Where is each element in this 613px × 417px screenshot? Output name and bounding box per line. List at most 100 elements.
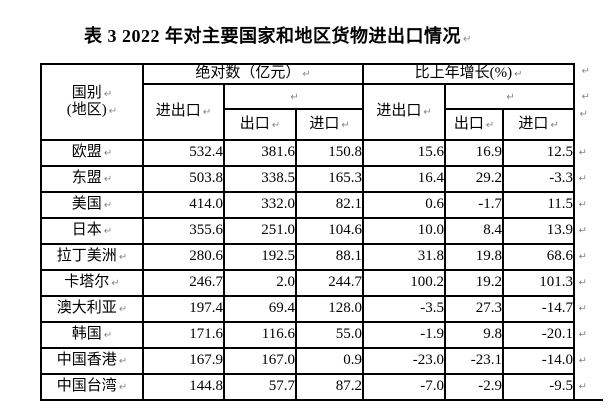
value: 10.0 xyxy=(417,222,445,239)
table-title-text: 表 3 2022 年对主要国家和地区货物进出口情况 xyxy=(84,26,461,46)
cell-abs-export: 332.0 xyxy=(223,191,297,219)
value: 87.2 xyxy=(335,378,363,395)
cell-growth-total: -23.0 xyxy=(362,347,447,375)
value: 31.8 xyxy=(417,248,445,265)
cell-abs-total: 144.8 xyxy=(142,373,225,401)
value: 355.6 xyxy=(189,222,223,239)
cell-abs-export: 338.5 xyxy=(223,165,297,193)
value: -2.9 xyxy=(478,378,503,395)
paragraph-mark-icon: ↵ xyxy=(550,119,559,131)
value: 197.4 xyxy=(189,300,223,317)
value: 57.7 xyxy=(268,378,295,395)
cell-abs-export: 167.0 xyxy=(223,347,297,375)
header-row-middle: 进出口 ↵ ↵ 进出口 ↵ ↵ ↵ xyxy=(41,83,590,141)
paragraph-mark-icon: ↵ xyxy=(341,119,350,131)
paragraph-mark-icon: ↵ xyxy=(506,91,515,103)
header-abs-export-cell: 出口 ↵ xyxy=(223,108,297,141)
country-label: 日本 xyxy=(71,222,102,239)
row-end-paragraph-mark-icon: ↵ xyxy=(581,90,591,102)
table-row: 欧盟 ↵ 532.4 381.6 150.8 15.6 16.9 12.5 ↵ xyxy=(40,139,587,167)
cell-abs-total: 414.0 xyxy=(142,191,225,219)
cell-abs-import: 244.7 xyxy=(294,269,365,297)
cell-abs-export: 251.0 xyxy=(223,217,297,245)
country-label: 东盟 xyxy=(71,170,102,187)
value: 2.0 xyxy=(276,274,295,291)
row-end-paragraph-mark-icon: ↵ xyxy=(578,147,588,159)
value: 338.5 xyxy=(261,170,295,187)
paragraph-mark-icon: ↵ xyxy=(202,107,212,119)
value: 165.3 xyxy=(328,170,363,187)
cell-abs-export: 381.6 xyxy=(223,139,297,167)
cell-growth-import: 12.5 ↵ xyxy=(502,139,587,167)
cell-abs-import: 104.6 xyxy=(294,217,365,245)
header-abs-import-label: 进口 xyxy=(309,115,340,132)
cell-growth-export: 8.4 xyxy=(444,217,505,245)
header-abs-total-cell: 进出口 ↵ xyxy=(142,83,225,141)
header-growth-total-cell: 进出口 ↵ xyxy=(362,83,447,141)
cell-growth-export: 29.2 xyxy=(444,165,505,193)
value: 332.0 xyxy=(261,196,295,213)
country-label: 拉丁美洲 xyxy=(56,248,117,265)
value: 27.3 xyxy=(475,300,503,317)
cell-growth-total: 100.2 xyxy=(362,269,447,297)
country-label: 韩国 xyxy=(71,326,102,343)
value: -9.5 xyxy=(549,378,574,395)
cell-growth-import: 11.5 ↵ xyxy=(502,191,587,219)
paragraph-mark-icon: ↵ xyxy=(103,174,113,186)
cell-growth-export: 19.2 xyxy=(444,269,505,297)
cell-growth-total: 31.8 xyxy=(362,243,447,271)
cell-growth-export: -2.9 xyxy=(444,373,505,401)
cell-abs-export: 116.6 xyxy=(223,321,297,349)
value: -3.5 xyxy=(420,300,445,317)
value: 68.6 xyxy=(546,248,574,265)
cell-abs-import: 87.2 xyxy=(294,373,365,401)
cell-country: 美国 ↵ xyxy=(40,191,144,219)
cell-growth-export: 27.3 xyxy=(444,295,505,323)
cell-country: 中国台湾 ↵ xyxy=(40,373,144,401)
header-growth-export-cell: 出口 ↵ xyxy=(444,108,505,141)
import-export-table: 国别 ↵ (地区) ↵ 绝对数（亿元） ↵ 比上年增长(%) ↵ ↵ 进出口 ↵ ↵ 进出… xyxy=(40,63,604,401)
cell-abs-import: 55.0 xyxy=(294,321,365,349)
cell-country: 韩国 ↵ xyxy=(40,321,144,349)
table-row: 拉丁美洲 ↵ 280.6 192.5 88.1 31.8 19.8 68.6 ↵ xyxy=(40,243,587,271)
value: 116.6 xyxy=(261,326,295,343)
paragraph-mark-icon: ↵ xyxy=(302,69,311,81)
cell-abs-import: 128.0 xyxy=(294,295,365,323)
cell-growth-total: -7.0 xyxy=(362,373,447,401)
value: 16.4 xyxy=(417,170,445,187)
cell-growth-import: -14.0 ↵ xyxy=(502,347,587,375)
value: -14.7 xyxy=(541,300,574,317)
value: 381.6 xyxy=(261,144,295,161)
paragraph-mark-icon: ↵ xyxy=(271,119,281,131)
value: 167.9 xyxy=(189,352,223,369)
cell-abs-import: 150.8 xyxy=(294,139,365,167)
value: -23.1 xyxy=(470,352,503,369)
value: 414.0 xyxy=(189,196,223,213)
header-abs-total-label: 进出口 xyxy=(155,103,201,120)
cell-abs-import: 82.1 xyxy=(294,191,365,219)
table-row: 澳大利亚 ↵ 197.4 69.4 128.0 -3.5 27.3 -14.7 ↵ xyxy=(40,295,587,323)
paragraph-mark-icon: ↵ xyxy=(111,278,120,290)
header-abs-import-cell: 进口 ↵ xyxy=(294,108,365,141)
value: 144.8 xyxy=(189,378,223,395)
value: 11.5 xyxy=(547,196,574,213)
cell-growth-export: -23.1 xyxy=(444,347,505,375)
value: 16.9 xyxy=(475,144,503,161)
paragraph-mark-icon: ↵ xyxy=(485,119,495,131)
cell-country: 拉丁美洲 ↵ xyxy=(40,243,144,271)
cell-growth-total: -3.5 xyxy=(362,295,447,323)
value: 532.4 xyxy=(189,144,223,161)
header-growth-import-cell: 进口 ↵ ↵ xyxy=(502,108,588,141)
value: 280.6 xyxy=(189,248,223,265)
cell-abs-total: 246.7 xyxy=(142,269,225,297)
row-end-paragraph-mark-icon: ↵ xyxy=(578,381,588,393)
table-row: 韩国 ↵ 171.6 116.6 55.0 -1.9 9.8 -20.1 ↵ xyxy=(40,321,587,349)
value: 251.0 xyxy=(261,222,295,239)
cell-country: 日本 ↵ xyxy=(40,217,144,245)
cell-abs-total: 532.4 xyxy=(142,139,225,167)
row-end-paragraph-mark-icon: ↵ xyxy=(578,199,588,211)
header-growth-group-cell: 比上年增长(%) ↵ ↵ xyxy=(362,63,590,85)
cell-growth-import: 68.6 ↵ xyxy=(502,243,587,271)
cell-abs-import: 88.1 xyxy=(294,243,365,271)
cell-abs-export: 69.4 xyxy=(223,295,297,323)
